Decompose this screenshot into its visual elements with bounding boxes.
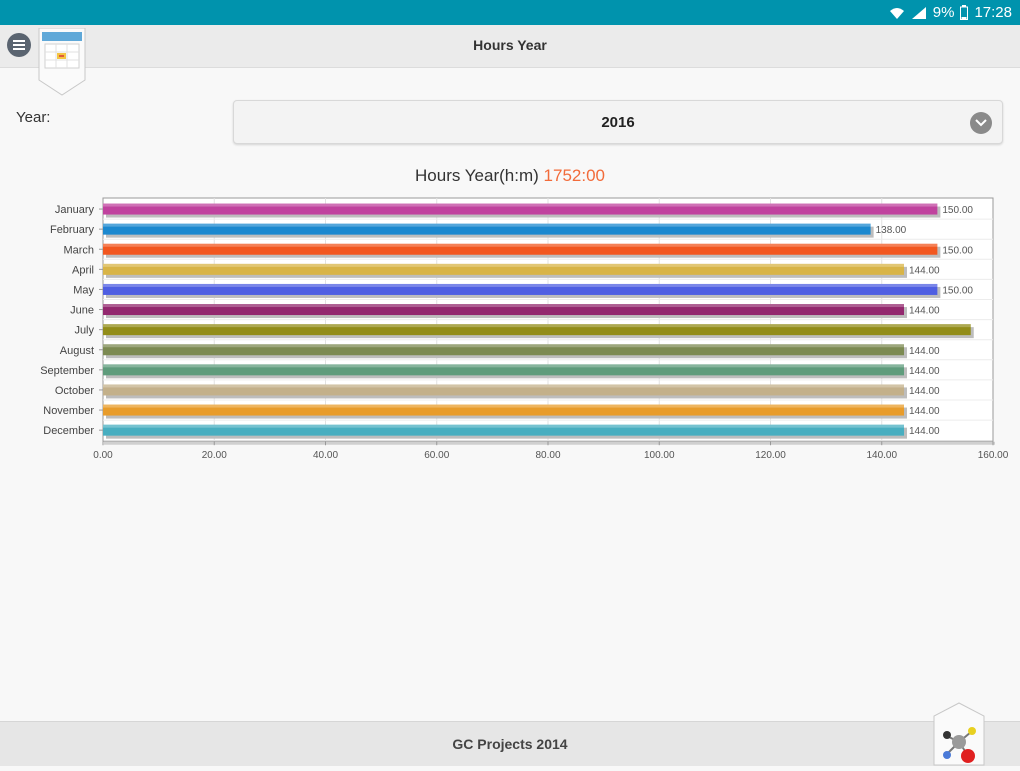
- bar: [103, 203, 938, 215]
- bar: [103, 384, 904, 396]
- x-tick-label: 40.00: [313, 450, 338, 461]
- data-label: 144.00: [909, 426, 940, 437]
- bar-highlight: [103, 223, 871, 227]
- signal-icon: [911, 6, 927, 20]
- x-tick-label: 100.00: [644, 450, 675, 461]
- bar: [103, 223, 871, 235]
- data-label: 144.00: [909, 306, 940, 317]
- total-hours: 1752:00: [543, 166, 605, 185]
- data-label: 144.00: [909, 265, 940, 276]
- battery-percent: 9%: [932, 4, 955, 21]
- status-bar: 9% 17:28: [0, 0, 1020, 25]
- y-tick-label: April: [72, 264, 94, 276]
- hours-bar-chart: 0.00 20.00 40.00 60.00 80.00 100.00 120.00 140.…: [40, 197, 1009, 461]
- bar-highlight: [103, 324, 971, 328]
- bar-highlight: [103, 203, 938, 207]
- y-tick-label: August: [60, 345, 94, 357]
- bar: [103, 404, 904, 416]
- bar-highlight: [103, 243, 938, 247]
- data-label: 150.00: [942, 245, 973, 256]
- bar: [103, 424, 904, 436]
- bar-highlight: [103, 404, 904, 408]
- page-title: Hours Year: [473, 37, 547, 53]
- x-tick-label: 80.00: [535, 450, 560, 461]
- y-tick-label: June: [70, 305, 94, 317]
- y-tick-label: February: [50, 224, 95, 236]
- y-tick-label: May: [73, 284, 94, 296]
- bar: [103, 324, 971, 336]
- bar: [103, 243, 938, 255]
- y-tick-label: October: [55, 385, 94, 397]
- bar: [103, 344, 904, 356]
- data-label: 150.00: [942, 205, 973, 216]
- bar-highlight: [103, 424, 904, 428]
- menu-icon: [13, 40, 25, 50]
- y-tick-label: July: [74, 325, 94, 337]
- data-label: 150.00: [942, 285, 973, 296]
- chart-title: Hours Year(h:m) 1752:00: [0, 166, 1020, 186]
- app-header: Hours Year: [0, 25, 1020, 68]
- y-tick-label: March: [63, 244, 94, 256]
- chevron-down-icon: [970, 112, 992, 134]
- x-tick-label: 120.00: [755, 450, 786, 461]
- calendar-icon: [38, 27, 86, 96]
- molecule-icon: [933, 702, 985, 766]
- bar-highlight: [103, 304, 904, 308]
- y-tick-label: January: [55, 204, 95, 216]
- data-label: 144.00: [909, 386, 940, 397]
- clock: 17:28: [974, 4, 1012, 21]
- data-label: 144.00: [909, 366, 940, 377]
- menu-button[interactable]: [7, 33, 31, 57]
- y-tick-label: December: [43, 425, 94, 437]
- x-tick-label: 160.00: [978, 450, 1009, 461]
- bar: [103, 263, 904, 275]
- battery-icon: [960, 5, 969, 20]
- bar-highlight: [103, 263, 904, 267]
- data-label: 138.00: [876, 225, 907, 236]
- bar-highlight: [103, 384, 904, 388]
- data-label: 144.00: [909, 406, 940, 417]
- footer: GC Projects 2014: [0, 721, 1020, 766]
- x-tick-label: 140.00: [866, 450, 897, 461]
- wifi-icon: [889, 6, 905, 20]
- year-value: 2016: [601, 114, 635, 131]
- year-label: Year:: [16, 109, 51, 126]
- y-tick-label: September: [40, 365, 94, 377]
- y-tick-label: November: [43, 405, 94, 417]
- x-tick-label: 0.00: [93, 450, 113, 461]
- x-tick-label: 20.00: [202, 450, 227, 461]
- data-label: 144.00: [909, 346, 940, 357]
- x-tick-label: 60.00: [424, 450, 449, 461]
- year-select[interactable]: 2016: [233, 100, 1003, 144]
- bar: [103, 364, 904, 376]
- bar-highlight: [103, 364, 904, 368]
- bar: [103, 304, 904, 316]
- bar-highlight: [103, 283, 938, 287]
- footer-credit: GC Projects 2014: [452, 736, 568, 752]
- chart-title-label: Hours Year(h:m): [415, 166, 539, 185]
- bar: [103, 283, 938, 295]
- bar-highlight: [103, 344, 904, 348]
